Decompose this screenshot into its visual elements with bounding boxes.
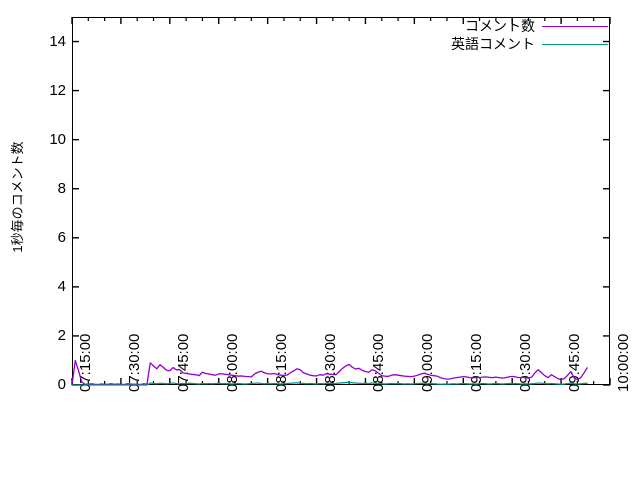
legend-swatch-comments: [542, 25, 608, 27]
y-tick-label: 0: [57, 376, 66, 393]
legend-label-english-comments: 英語コメント: [451, 36, 535, 52]
y-tick-label: 12: [49, 81, 66, 99]
y-axis-tick-labels: 0 2 4 6 8 10 12 14: [20, 0, 66, 480]
y-tick-label: 10: [49, 130, 66, 148]
plot-frame: [72, 17, 610, 385]
legend: コメント数 英語コメント: [451, 18, 608, 52]
legend-item-comments: コメント数: [465, 18, 608, 34]
legend-label-comments: コメント数: [465, 18, 535, 34]
y-tick-label: 4: [57, 277, 66, 295]
y-tick-label: 8: [57, 179, 66, 197]
series-line-english-comments: [71, 381, 588, 386]
legend-swatch-english-comments: [542, 43, 608, 45]
y-tick-label: 6: [57, 228, 66, 246]
y-tick-label: 2: [57, 326, 66, 344]
y-tick-label: 14: [49, 32, 66, 50]
legend-item-english-comments: 英語コメント: [451, 36, 608, 52]
series-line-comments: [71, 359, 588, 386]
